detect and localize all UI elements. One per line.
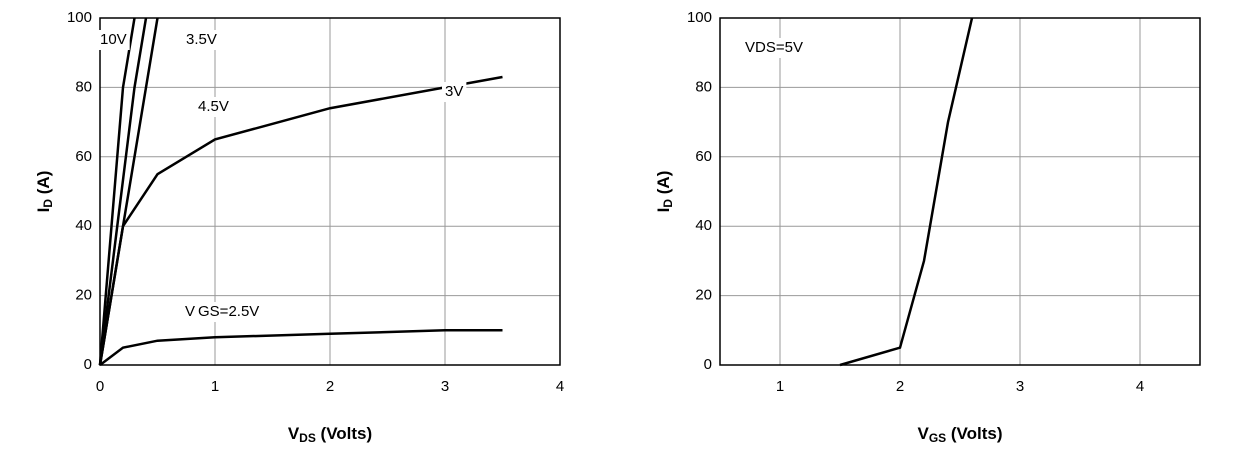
x-tick-label: 1 (776, 378, 784, 395)
axis-label-sub: DS (299, 431, 316, 445)
curve-label: 10V (100, 31, 127, 48)
label-bg (182, 302, 263, 322)
curve-label: 4.5V (198, 98, 229, 115)
curve-label: V GS=2.5V (185, 303, 259, 320)
axis-label-sub: D (41, 199, 55, 208)
label-bg (742, 38, 806, 58)
label-bg (183, 30, 220, 50)
axis-label: ID (A) (654, 171, 675, 213)
y-tick-label: 100 (67, 9, 92, 26)
axis-label-rest: (Volts) (316, 424, 372, 443)
chart: 0 20 40 60 80 100 1 2 3 4 VGS (Volts) ID (A) VDS=5V (654, 9, 1201, 445)
x-tick-label: 3 (1016, 378, 1024, 395)
y-tick-label: 80 (75, 78, 92, 95)
x-tick-label: 1 (211, 378, 219, 395)
curve (839, 17, 974, 367)
curve-label: 3.5V (186, 31, 217, 48)
curve (98, 17, 136, 366)
plot-frame (99, 17, 561, 366)
x-tick-label: 4 (1136, 378, 1144, 395)
plot-frame (719, 17, 1201, 366)
axis-label-main: I (654, 208, 673, 213)
y-tick-label: 0 (704, 356, 712, 373)
label-bg (442, 82, 467, 102)
axis-label: ID (A) (34, 171, 55, 213)
x-tick-label: 4 (556, 378, 564, 395)
y-tick-label: 80 (695, 78, 712, 95)
curve (98, 75, 503, 366)
y-tick-label: 40 (75, 217, 92, 234)
x-tick-label: 2 (896, 378, 904, 395)
curve-label: VDS=5V (745, 39, 803, 56)
y-tick-label: 20 (75, 287, 92, 304)
axis-label-rest: (A) (654, 171, 673, 199)
x-tick-label: 3 (441, 378, 449, 395)
label-bg (97, 30, 130, 50)
x-tick-label: 0 (96, 378, 104, 395)
y-tick-label: 60 (75, 148, 92, 165)
curve (99, 329, 503, 366)
axis-label: VGS (Volts) (917, 424, 1002, 445)
y-tick-label: 60 (695, 148, 712, 165)
label-bg (195, 97, 232, 117)
curve (98, 17, 148, 366)
axis-label: VDS (Volts) (288, 424, 372, 445)
axis-label-main: V (288, 424, 300, 443)
chart: 0 20 40 60 80 100 0 1 2 3 4 VDS (Volts) ID (A) 10V 4.5… (34, 9, 564, 445)
axis-label-main: V (917, 424, 929, 443)
y-tick-label: 0 (84, 356, 92, 373)
x-tick-label: 2 (326, 378, 334, 395)
axis-label-rest: (Volts) (946, 424, 1002, 443)
y-tick-label: 100 (687, 9, 712, 26)
axis-label-main: I (34, 208, 53, 213)
curve-label: 3V (445, 83, 463, 100)
axis-label-sub: D (661, 199, 675, 208)
y-tick-label: 20 (695, 287, 712, 304)
axis-label-sub: GS (929, 431, 946, 445)
y-tick-label: 40 (695, 217, 712, 234)
axis-label-rest: (A) (34, 171, 53, 199)
